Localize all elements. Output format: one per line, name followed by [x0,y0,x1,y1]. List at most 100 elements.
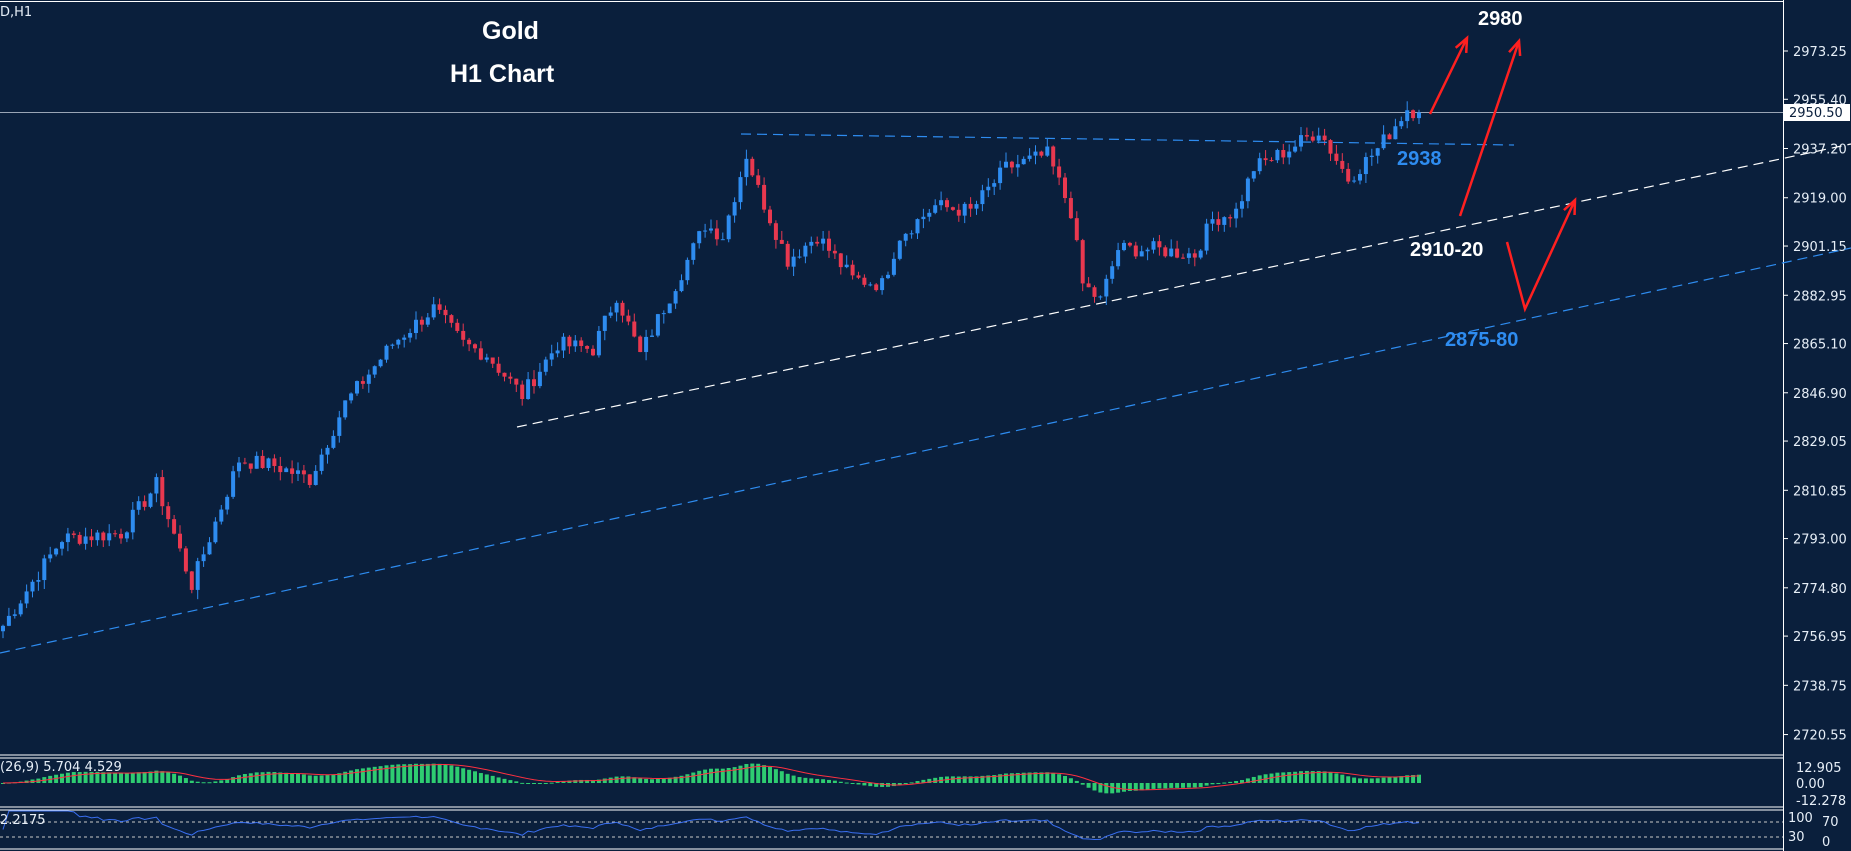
candle-body [42,558,47,581]
candle-body [773,223,778,240]
macd-bar [496,777,501,783]
candle-body [832,250,837,254]
macd-bar [60,773,64,783]
rsi-panel [2,810,1420,840]
price-tick-label: 2720.55 [1793,729,1847,744]
candle-body [402,337,407,340]
macd-bar [514,781,519,783]
rsi-tick: 0 [1822,835,1830,850]
macd-bar [750,763,755,783]
macd-bar [154,770,159,783]
candle-body [484,357,489,360]
macd-bar [1104,783,1109,794]
symbol-label: D,H1 [0,5,32,20]
macd-bar [1139,783,1144,791]
macd-bar [614,776,619,783]
macd-bar [815,778,820,783]
candle-body [1151,241,1156,250]
macd-bar [461,768,466,783]
candle-body [962,203,967,216]
macd-bar [779,771,784,783]
price-axis: 2973.252955.402937.202919.002901.152882.… [0,45,1847,744]
macd-bar [136,772,141,783]
candle-body [473,344,477,349]
macd-bar [962,776,967,783]
macd-bar [242,774,247,783]
macd-bar [785,773,790,783]
candle-body [101,532,106,541]
macd-bar [856,783,861,785]
candle-body [644,336,649,353]
candle-body [319,454,324,471]
candle-body [561,336,566,351]
candle-body [1063,177,1067,199]
macd-bar [237,775,241,783]
macd-bar [980,775,985,783]
macd-bar [372,766,377,783]
candle-body [1310,136,1315,141]
macd-bar [1181,783,1185,788]
candle-body [1281,150,1286,158]
macd-bar [549,782,554,784]
candle-body [1304,135,1309,137]
macd-bar [1057,774,1062,783]
macd-bar [1133,783,1138,791]
arrow-pullback [1505,199,1577,313]
macd-bar [107,772,112,783]
macd-bar [1281,772,1286,783]
candle-body [1,625,5,632]
price-tick-label: 2846.90 [1793,387,1847,402]
candle-body [632,321,637,337]
arrow-head-icon [1563,197,1577,216]
candle-body [278,466,283,473]
macd-bar [213,781,218,783]
price-tick-label: 2793.00 [1793,533,1847,548]
macd-bar [567,780,572,783]
price-tick-label: 2882.95 [1793,289,1847,304]
macd-bar [1204,783,1209,786]
candle-body [1316,135,1321,141]
macd-bar [974,776,979,783]
candle-body [591,348,595,356]
arrow-up-2 [1458,40,1521,217]
candle-body [95,532,100,541]
candle-body [720,239,725,241]
macd-bar [543,783,548,784]
macd-bar [201,782,206,784]
macd-bar [526,783,531,784]
candle-body [1015,164,1020,168]
rsi-legend: 2.2175 [0,813,46,828]
candle-body [1169,248,1174,257]
macd-bar [124,773,129,783]
candle-body [1186,253,1191,258]
macd-bar [1304,770,1309,783]
candle-body [691,243,696,260]
candle-body [443,309,448,316]
candle-body [502,372,507,377]
macd-bar [561,781,566,783]
annotation-2980: 2980 [1478,8,1523,30]
macd-bar [791,775,796,783]
candle-body [372,366,377,375]
price-tick-label: 2901.15 [1793,240,1847,255]
candle-body [24,591,29,604]
candle-body [207,542,212,555]
channel-trendline [0,247,1851,654]
macd-bar [1334,773,1339,783]
macd-bar [1222,782,1227,784]
macd-bar [874,783,879,787]
candle-body [431,304,436,318]
macd-bar [714,768,719,783]
macd-bar [537,783,542,784]
macd-bar [1116,783,1121,793]
candle-body [655,314,660,336]
macd-bar [95,771,100,783]
candle-body [119,533,123,539]
macd-bar [183,778,188,783]
candle-body [461,330,466,340]
candle-body [933,205,938,213]
candle-body [1133,245,1138,257]
candle-body [83,536,88,544]
candle-body [1145,249,1150,252]
